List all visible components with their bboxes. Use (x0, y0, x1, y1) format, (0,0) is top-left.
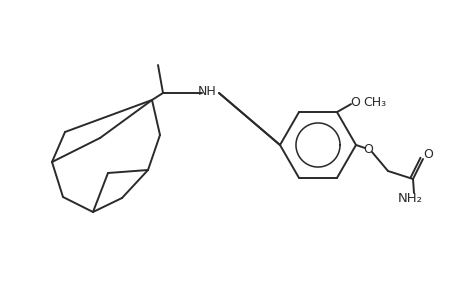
Text: O: O (349, 96, 359, 109)
Text: O: O (422, 148, 432, 160)
Text: O: O (362, 142, 372, 155)
Text: NH₂: NH₂ (397, 193, 421, 206)
Text: CH₃: CH₃ (363, 96, 386, 109)
Text: NH: NH (197, 85, 216, 98)
